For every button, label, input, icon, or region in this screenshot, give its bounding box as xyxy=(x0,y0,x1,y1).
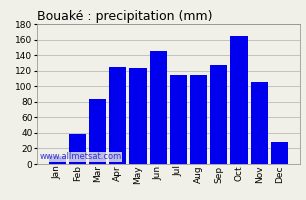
Text: www.allmetsat.com: www.allmetsat.com xyxy=(39,152,121,161)
Bar xyxy=(271,142,288,164)
Bar xyxy=(150,51,167,164)
Bar xyxy=(49,156,66,164)
Bar xyxy=(170,75,187,164)
Bar xyxy=(190,75,207,164)
Bar xyxy=(230,36,248,164)
Bar xyxy=(251,82,268,164)
Bar xyxy=(69,134,86,164)
Text: Bouaké : precipitation (mm): Bouaké : precipitation (mm) xyxy=(37,10,212,23)
Bar xyxy=(89,99,106,164)
Bar xyxy=(210,65,227,164)
Bar xyxy=(109,67,126,164)
Bar xyxy=(129,68,147,164)
